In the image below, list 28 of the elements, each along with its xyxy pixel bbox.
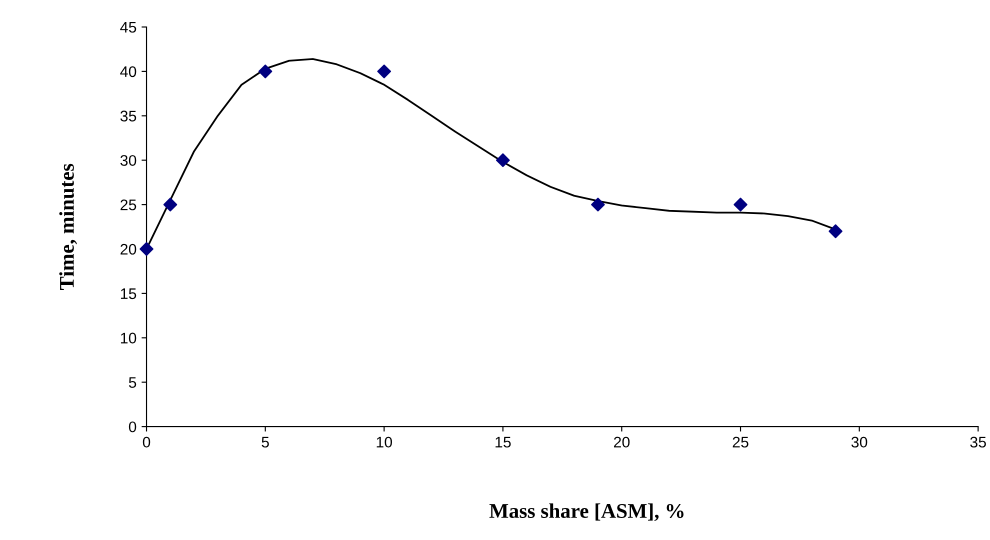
x-tick-label: 15 [496,436,511,448]
y-tick-label: 35 [120,110,136,122]
x-tick-label: 10 [376,436,392,448]
x-tick-label: 25 [732,436,748,448]
point [591,198,605,212]
y-axis-title: Time, minutes [59,164,77,290]
point [258,64,272,78]
y-tick-label: 15 [120,288,136,300]
point [734,198,748,212]
point [377,64,392,78]
y-tick-label: 30 [120,155,136,166]
x-tick-label: 5 [262,436,269,448]
y-tick-label: 10 [120,332,136,344]
x-tick-label: 35 [970,436,986,448]
y-tick-label: 45 [120,22,136,33]
x-tick-label: 0 [142,436,150,448]
point [163,198,178,212]
x-axis-title: Mass share [ASM], % [489,503,684,522]
y-tick-label: 25 [120,199,136,210]
point [828,224,842,238]
point [496,153,510,168]
y-tick-label: 0 [128,421,136,432]
y-tick-label: 40 [120,66,136,78]
x-tick-label: 20 [614,436,630,448]
y-tick-label: 20 [120,244,136,255]
point [140,242,154,256]
y-tick-label: 5 [128,377,136,388]
x-tick-label: 30 [851,436,868,448]
